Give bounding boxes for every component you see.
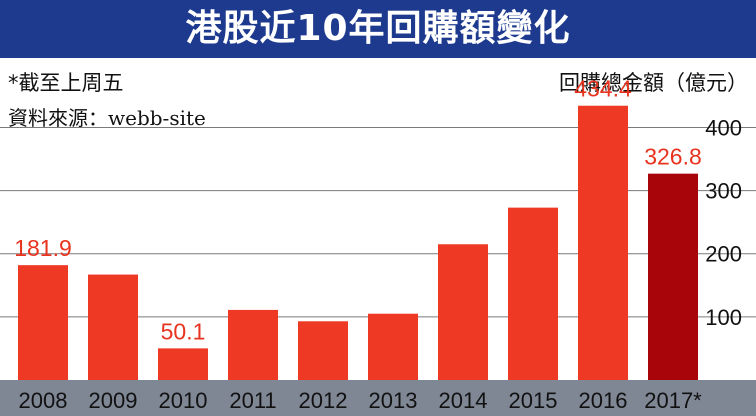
x-tick-label: 2016 — [579, 388, 628, 413]
bar — [648, 173, 698, 380]
x-axis-band — [0, 380, 756, 416]
x-tick-label: 2015 — [509, 388, 558, 413]
x-tick-label: 2010 — [159, 388, 208, 413]
data-label: 50.1 — [161, 318, 206, 344]
x-tick-label: 2011 — [229, 388, 276, 413]
data-label: 181.9 — [14, 235, 72, 261]
bar — [508, 207, 558, 380]
x-tick-label: 2008 — [19, 388, 68, 413]
y-tick-label: 200 — [705, 242, 742, 267]
x-tick-label: 2013 — [369, 388, 418, 413]
y-tick-label: 100 — [705, 305, 742, 330]
data-label: 434.4 — [574, 76, 632, 102]
bar — [368, 313, 418, 380]
title-bar: 港股近10年回購額變化 — [0, 0, 756, 58]
source-note: 資料來源：webb-site — [8, 106, 206, 130]
x-tick-label: 2012 — [299, 388, 348, 413]
y-axis-label: 回購總金額（億元） — [559, 71, 748, 95]
chart-title: 港股近10年回購額變化 — [185, 8, 571, 49]
y-tick-label: 400 — [705, 115, 742, 140]
x-tick-label: 2009 — [89, 388, 138, 413]
data-label: 326.8 — [644, 144, 702, 170]
y-tick-label: 300 — [705, 179, 742, 204]
bar — [88, 274, 138, 380]
bar — [228, 309, 278, 380]
bar — [438, 244, 488, 380]
x-tick-label: 2014 — [439, 388, 488, 413]
bar — [298, 321, 348, 380]
x-tick-label: 2017* — [644, 388, 702, 413]
footnote: *截至上周五 — [8, 71, 124, 95]
bar — [158, 348, 208, 380]
bar — [578, 105, 628, 380]
bar — [18, 265, 68, 380]
